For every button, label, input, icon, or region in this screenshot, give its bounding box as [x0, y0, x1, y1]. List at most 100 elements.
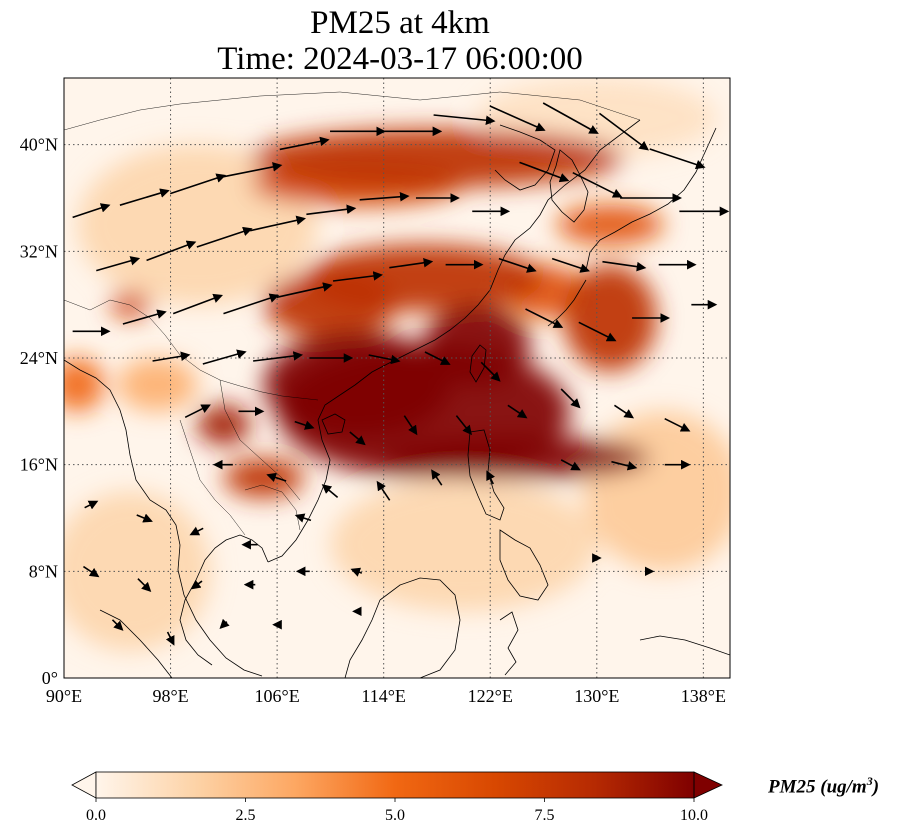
lon-tick-label: 130°E: [574, 686, 619, 706]
colorbar-ticks: 0.0 2.5 5.0 7.5 10.0: [86, 798, 708, 824]
colorbar: 0.0 2.5 5.0 7.5 10.0: [71, 771, 723, 824]
lon-tick-label: 90°E: [46, 686, 82, 706]
pm25-plume-15: [563, 264, 657, 372]
wind-vector-47: [184, 404, 211, 419]
wind-vector-37: [578, 321, 617, 342]
lat-tick-label: 40°N: [20, 135, 58, 155]
visayas-mindanao-coastline: [499, 529, 549, 601]
wind-vector-12: [519, 161, 570, 183]
colorbar-tick-label: 7.5: [535, 807, 555, 824]
colorbar-tick-label: 0.0: [86, 807, 106, 824]
wind-vector-52: [455, 415, 472, 436]
wind-vector-26: [172, 293, 223, 315]
lon-tick-label: 114°E: [361, 686, 406, 706]
wind-vector-25: [122, 309, 167, 325]
wind-vector-2: [169, 173, 227, 195]
colorbar-label: PM25 (ug/m3): [768, 774, 879, 798]
wind-vector-33: [551, 257, 590, 273]
wind-vector-29: [332, 271, 383, 282]
colorbar-tick-label: 5.0: [385, 807, 405, 824]
korea-coastline: [549, 149, 589, 223]
colorbar-extend-min: [71, 771, 97, 799]
taiwan-coastline: [469, 344, 487, 383]
sumatra-coastline: [99, 609, 173, 678]
wind-vector-58: [611, 460, 638, 471]
wind-vector-62: [321, 484, 339, 498]
colorbar-extend-max: [693, 771, 723, 799]
lon-tick-label: 122°E: [468, 686, 513, 706]
wind-vector-9: [542, 102, 599, 134]
pm25-plume-7: [556, 204, 664, 245]
wind-vector-71: [82, 565, 100, 578]
china-north-border: [64, 91, 641, 131]
wind-vector-70: [294, 513, 312, 523]
wind-vector-28: [276, 282, 333, 299]
wind-vector-77: [111, 619, 124, 631]
wind-vector-55: [613, 404, 635, 419]
wind-vector-66: [84, 500, 99, 510]
china-southwest-border: [64, 299, 319, 401]
wind-vector-76: [350, 567, 363, 577]
wind-vector-53: [507, 404, 528, 419]
malay-peninsula-coastline: [177, 569, 263, 677]
pm25-plume-10: [110, 291, 151, 318]
coastlines: [64, 119, 730, 678]
wind-vector-65: [486, 470, 495, 485]
wind-vector-19: [249, 215, 306, 232]
pm25-plume-5: [117, 358, 198, 412]
wind-vector-30: [389, 258, 434, 269]
colorbar-tick-label: 2.5: [236, 807, 256, 824]
wind-vector-20: [306, 204, 357, 216]
laos-border: [219, 379, 301, 501]
lat-tick-label: 24°N: [20, 348, 58, 368]
wind-vector-1: [119, 188, 170, 206]
lat-tick-label: 0°: [42, 668, 58, 688]
wind-vector-67: [136, 513, 153, 523]
wind-vector-44: [368, 354, 401, 365]
wind-vector-56: [664, 417, 691, 432]
wind-vector-73: [190, 579, 203, 590]
pm25-plume-4: [583, 411, 730, 572]
borneo-coastline: [344, 577, 461, 678]
pm25-plume-12: [263, 271, 397, 338]
wind-vector-13: [572, 171, 623, 198]
wind-vector-63: [376, 480, 391, 501]
wind-vector-46: [480, 361, 501, 382]
pm25-plume-14: [223, 458, 304, 498]
lat-tick-label: 8°N: [29, 561, 58, 581]
wind-vector-61: [266, 472, 287, 482]
wind-vector-4: [279, 136, 330, 151]
wind-vector-54: [560, 388, 581, 409]
lon-tick-label: 98°E: [152, 686, 188, 706]
wind-vector-27: [223, 293, 280, 315]
wind-vectors: [72, 102, 730, 646]
map-title-line1: PM25 at 4km: [310, 5, 490, 41]
pm25-plume-6: [64, 358, 104, 412]
lat-tick-label: 32°N: [20, 241, 58, 261]
indochina-coastline: [179, 534, 269, 666]
lon-tick-label: 106°E: [255, 686, 300, 706]
wind-vector-34: [602, 260, 647, 272]
wind-vector-36: [525, 308, 564, 328]
myanmar-coastline: [64, 359, 181, 571]
wind-vector-11: [649, 148, 706, 170]
wind-vector-57: [560, 459, 581, 471]
wind-vector-18: [196, 226, 253, 248]
wind-vector-79: [219, 618, 230, 630]
wind-vector-17: [146, 240, 197, 262]
wind-vector-40: [152, 351, 191, 362]
lat-tick-label: 16°N: [20, 455, 58, 475]
wind-vector-51: [403, 415, 418, 436]
colorbar-label-close: ): [872, 776, 880, 798]
thailand-border: [179, 419, 246, 536]
pm25-plume-19: [423, 304, 531, 385]
map-title-line2: Time: 2024-03-17 06:00:00: [217, 41, 583, 77]
sulawesi-coastline: [499, 611, 519, 676]
wind-vector-0: [72, 203, 111, 219]
wind-vector-21: [359, 191, 410, 202]
wind-vector-3: [220, 162, 283, 179]
colorbar-ramp: [96, 772, 694, 798]
pm25-plume-1: [330, 478, 597, 612]
colorbar-label-superscript: 3: [866, 774, 873, 788]
